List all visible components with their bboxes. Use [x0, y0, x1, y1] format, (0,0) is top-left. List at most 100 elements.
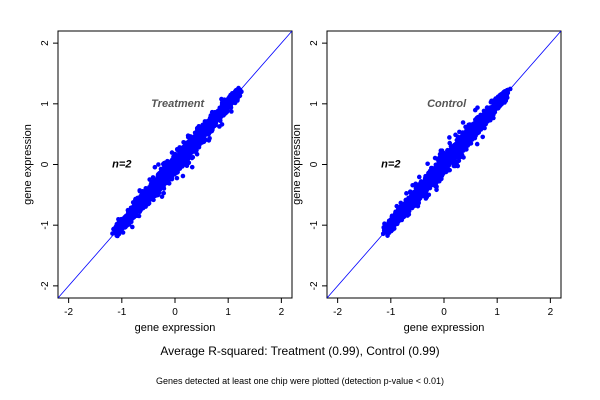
- data-point: [472, 135, 478, 141]
- data-point: [208, 113, 214, 118]
- x-tick-label: 1: [225, 307, 231, 318]
- data-point: [204, 127, 210, 132]
- data-point: [130, 224, 135, 230]
- data-point: [455, 134, 461, 140]
- x-tick-label: 0: [441, 307, 447, 318]
- data-point: [409, 205, 415, 211]
- y-tick-label: 0: [309, 161, 320, 167]
- data-point: [399, 209, 404, 215]
- data-point: [467, 135, 472, 141]
- data-point: [487, 113, 492, 119]
- data-point: [127, 212, 132, 217]
- data-point: [159, 194, 165, 199]
- data-point: [140, 204, 145, 209]
- data-point: [481, 108, 487, 114]
- data-point: [398, 204, 403, 209]
- data-point: [448, 153, 454, 159]
- data-point: [408, 201, 414, 207]
- data-point: [182, 158, 188, 163]
- data-point: [188, 143, 194, 148]
- data-point: [479, 118, 485, 124]
- x-tick-label: 2: [279, 307, 285, 318]
- data-point: [202, 119, 208, 124]
- data-point: [189, 147, 194, 152]
- data-point: [458, 154, 464, 160]
- data-point: [139, 194, 145, 200]
- data-point: [474, 115, 480, 121]
- data-point: [172, 160, 178, 166]
- data-point: [161, 179, 166, 184]
- data-point: [194, 151, 200, 157]
- data-point: [394, 218, 400, 224]
- sample-count-label: n=2: [381, 159, 400, 171]
- data-point: [216, 112, 222, 117]
- data-point: [471, 122, 477, 127]
- data-point: [160, 166, 166, 172]
- data-point: [467, 127, 472, 133]
- data-point: [208, 118, 214, 123]
- data-point: [178, 163, 184, 169]
- point-cloud: [380, 86, 513, 238]
- data-point: [434, 187, 439, 193]
- data-point: [166, 170, 172, 176]
- data-point: [476, 122, 482, 127]
- data-point: [421, 189, 427, 195]
- data-point: [161, 190, 166, 196]
- data-point: [461, 133, 466, 139]
- data-point: [441, 160, 447, 166]
- data-point: [169, 158, 174, 164]
- y-tick-label: -2: [40, 281, 51, 290]
- data-point: [156, 162, 161, 167]
- scatter-panel-treatment: -2 -1 0 1 2 -2 -1 0 1 2 gene expression gene expres…: [22, 30, 293, 334]
- data-point: [383, 227, 388, 233]
- data-point: [181, 139, 186, 145]
- data-point: [505, 90, 511, 96]
- y-tick-label: 1: [40, 101, 51, 107]
- data-point: [114, 227, 119, 233]
- data-point: [118, 226, 123, 232]
- data-point: [407, 189, 413, 194]
- data-point: [431, 173, 436, 178]
- data-point: [425, 161, 430, 167]
- figure-caption: Average R-squared: Treatment (0.99), Con…: [160, 344, 440, 358]
- data-point: [166, 174, 172, 180]
- data-point: [196, 143, 202, 148]
- data-point: [404, 207, 410, 213]
- data-point: [464, 147, 469, 152]
- x-axis-label: gene expression: [135, 322, 216, 334]
- data-point: [157, 176, 163, 182]
- data-point: [115, 233, 120, 239]
- data-point: [414, 183, 419, 188]
- data-point: [186, 154, 192, 159]
- data-point: [418, 193, 424, 199]
- data-point: [194, 126, 200, 131]
- data-point: [480, 134, 486, 140]
- data-point: [181, 144, 187, 149]
- data-point: [426, 192, 432, 198]
- data-point: [206, 131, 212, 137]
- data-point: [457, 129, 462, 135]
- data-point: [420, 179, 425, 185]
- data-point: [219, 122, 225, 127]
- data-point: [475, 105, 480, 110]
- data-point: [200, 123, 205, 128]
- data-point: [130, 209, 135, 215]
- data-point: [128, 219, 134, 224]
- data-point: [162, 160, 168, 166]
- data-point: [136, 213, 142, 219]
- y-tick-label: -1: [40, 220, 51, 229]
- data-point: [466, 141, 472, 147]
- data-point: [404, 191, 409, 196]
- data-point: [415, 189, 420, 195]
- data-point: [220, 113, 225, 118]
- data-point: [131, 214, 137, 220]
- data-point: [437, 178, 442, 184]
- data-point: [494, 97, 499, 102]
- data-point: [223, 99, 228, 105]
- data-point: [229, 91, 235, 97]
- data-point: [140, 189, 145, 194]
- data-point: [440, 169, 445, 175]
- data-point: [236, 90, 242, 96]
- data-point: [125, 215, 131, 221]
- data-point: [399, 215, 404, 221]
